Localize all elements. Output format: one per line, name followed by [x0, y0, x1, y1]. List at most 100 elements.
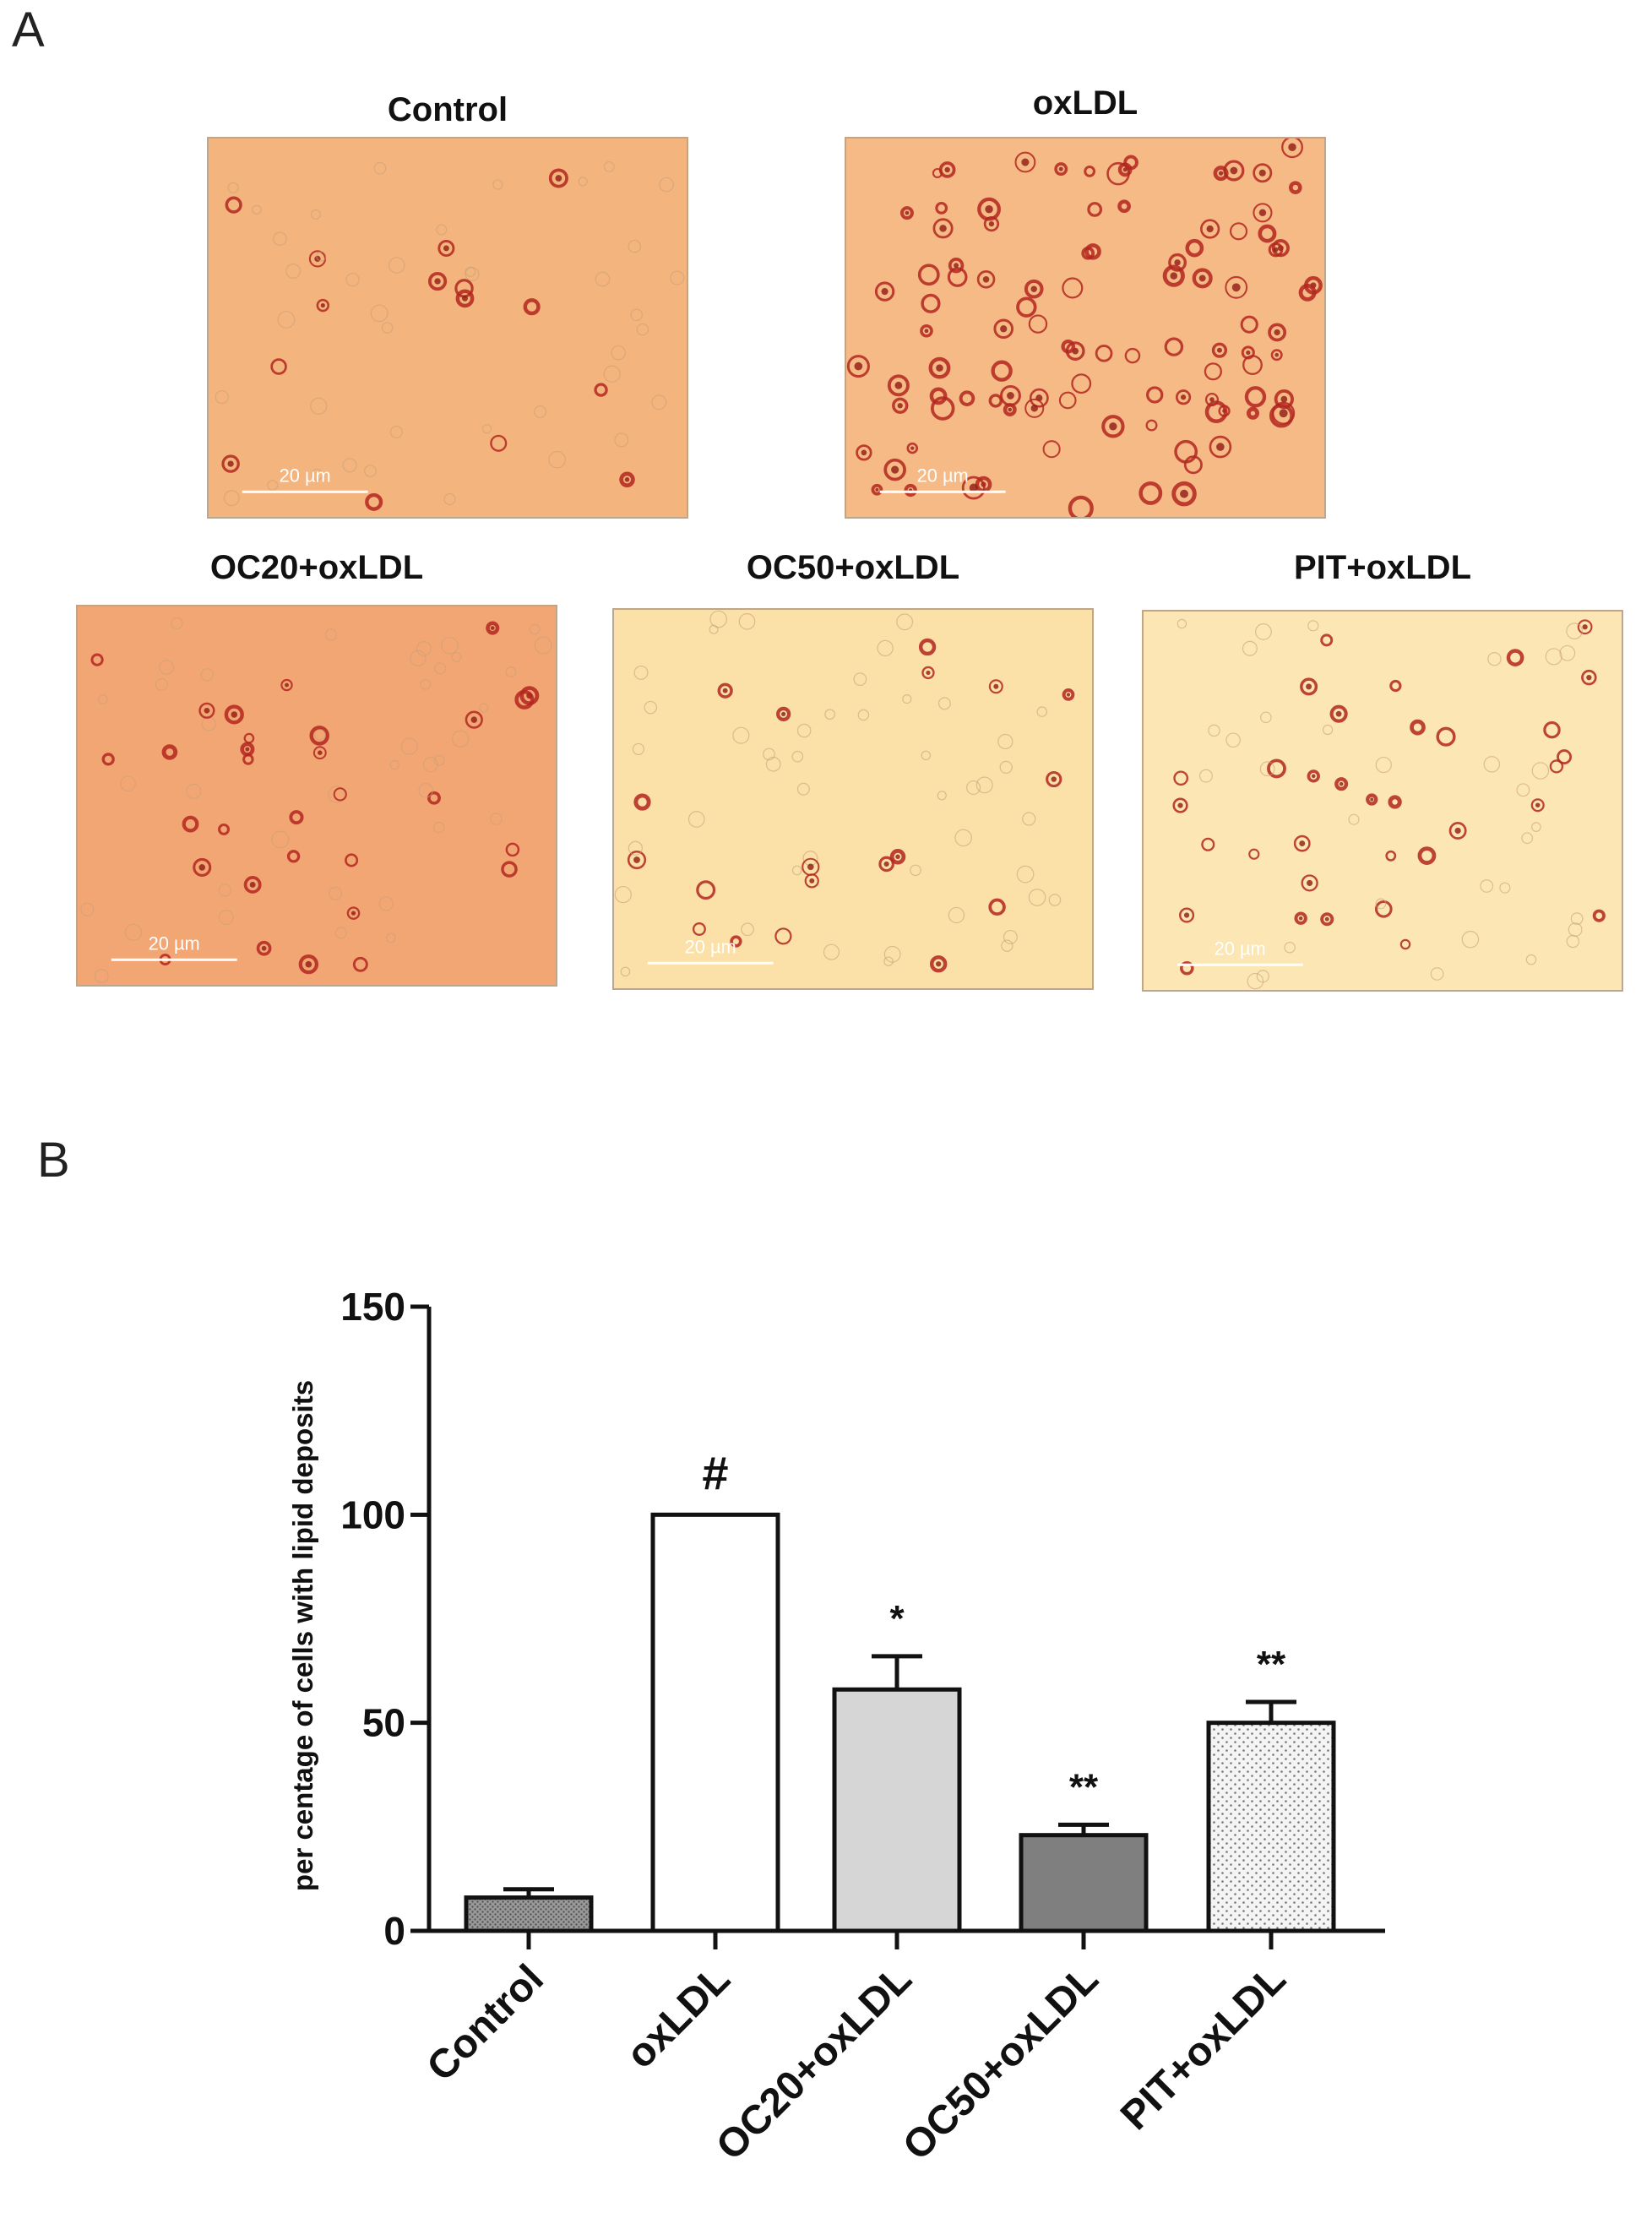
lipid-droplet: [1206, 225, 1214, 233]
stained-cell: [1042, 440, 1061, 459]
stained-cell: [883, 458, 906, 481]
stained-cell: [1101, 415, 1125, 438]
unstained-cell: [1048, 894, 1062, 906]
lipid-droplet: [894, 381, 903, 389]
unstained-cell: [954, 829, 972, 847]
stained-cell: [352, 956, 368, 972]
stained-cell: [1543, 720, 1561, 739]
unstained-cell: [465, 266, 476, 277]
unstained-cell: [578, 177, 588, 187]
unstained-cell: [418, 782, 434, 798]
unstained-cell: [479, 703, 489, 713]
stained-cell: [242, 753, 254, 765]
y-tick-label: 150: [340, 1285, 405, 1329]
lipid-droplet: [249, 882, 256, 888]
stained-cell: [1229, 222, 1248, 241]
stained-cell: [101, 753, 115, 766]
stained-cell: [1172, 797, 1188, 813]
unstained-cell: [1036, 706, 1047, 717]
stained-cell: [633, 793, 651, 811]
stained-cell: [1506, 649, 1524, 666]
stained-cell: [776, 706, 791, 721]
unstained-cell: [529, 623, 541, 635]
stained-cell: [1557, 749, 1573, 765]
stained-cell: [717, 682, 733, 699]
unstained-cell: [1375, 898, 1387, 910]
unstained-cell: [1225, 732, 1241, 748]
lipid-droplet: [895, 854, 900, 860]
stained-cell: [523, 298, 541, 316]
unstained-cell: [252, 204, 262, 215]
stained-cell: [627, 850, 647, 870]
stained-cell: [1592, 909, 1606, 922]
stained-cell: [286, 850, 301, 863]
stained-cell: [1530, 798, 1545, 813]
unstained-cell: [80, 902, 95, 916]
lipid-droplet: [245, 747, 250, 752]
lipid-droplet: [1582, 624, 1588, 630]
stained-cell: [1058, 391, 1077, 410]
stained-cell: [514, 689, 535, 710]
unstained-cell: [451, 651, 462, 662]
lipid-droplet: [926, 670, 931, 676]
unstained-cell: [324, 628, 338, 641]
unstained-cell: [273, 231, 287, 246]
lipid-droplet: [1311, 774, 1316, 779]
unstained-cell: [548, 450, 566, 469]
lipid-droplet: [1183, 912, 1190, 918]
stained-cell: [1294, 911, 1307, 925]
unstained-cell: [1483, 756, 1501, 773]
unstained-cell: [373, 161, 387, 175]
unstained-cell: [316, 251, 327, 262]
unstained-cell: [1480, 879, 1494, 893]
stained-cell: [1211, 342, 1228, 358]
unstained-cell: [1516, 783, 1530, 797]
unstained-cell: [171, 617, 183, 630]
lipid-droplet: [1218, 171, 1224, 176]
lipid-droplet: [1170, 272, 1178, 280]
scale-bar-label: 20 µm: [1215, 938, 1266, 959]
lipid-droplet: [1370, 797, 1374, 802]
stained-cell: [929, 955, 948, 973]
stained-cell: [904, 483, 917, 497]
unstained-cell: [948, 906, 965, 924]
lipid-droplet: [936, 364, 943, 372]
stained-cell: [1246, 406, 1260, 420]
stained-cell: [182, 815, 199, 833]
lipid-droplet: [285, 682, 289, 688]
unstained-cell: [1284, 942, 1296, 954]
stained-cell: [1062, 277, 1084, 299]
unstained-cell: [433, 754, 445, 766]
stained-cell: [1269, 403, 1294, 428]
unstained-cell: [630, 308, 643, 322]
stained-cell: [1307, 769, 1320, 783]
stained-cell: [874, 281, 895, 302]
unstained-cell: [277, 311, 296, 329]
stained-cell: [1374, 900, 1393, 918]
unstained-cell: [595, 271, 611, 287]
unstained-cell: [1254, 623, 1272, 640]
unstained-cell: [227, 182, 239, 193]
unstained-cell: [381, 322, 394, 334]
micrograph-title-pit: PIT+oxLDL: [1293, 549, 1472, 586]
unstained-cell: [1348, 813, 1360, 825]
unstained-cell: [687, 811, 705, 828]
unstained-cell: [791, 865, 802, 876]
stained-cell: [1549, 759, 1564, 774]
unstained-cell: [902, 694, 912, 704]
unstained-cell: [628, 239, 642, 253]
stained-cell: [312, 746, 327, 760]
stained-cell: [932, 167, 943, 179]
micrograph-background: [614, 610, 1092, 988]
unstained-cell: [223, 490, 240, 507]
unstained-cell: [452, 730, 470, 748]
stained-cell: [218, 823, 230, 835]
stained-cell: [920, 323, 933, 338]
micrograph-background: [846, 139, 1324, 517]
stained-cell: [948, 258, 965, 274]
y-tick-label: 0: [383, 1909, 405, 1953]
stained-cell: [1106, 161, 1130, 186]
micrograph-control: 20 µm: [207, 137, 688, 519]
lipid-droplet: [1274, 352, 1279, 357]
unstained-cell: [896, 613, 914, 631]
